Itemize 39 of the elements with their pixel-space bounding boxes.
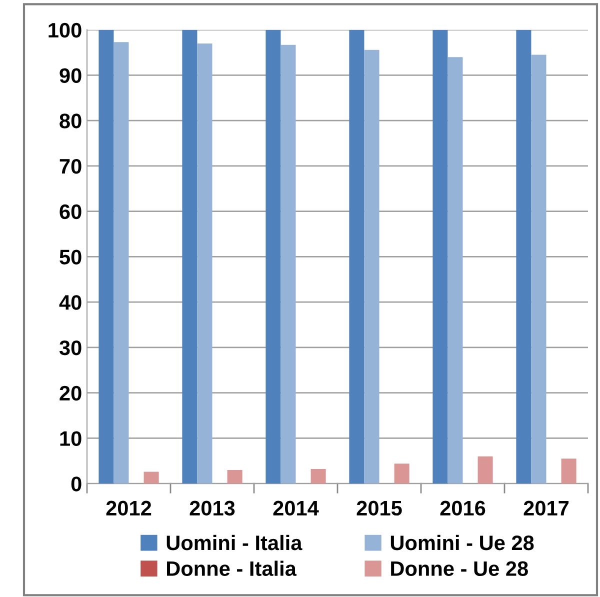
x-tick-label: 2012 [106,500,152,516]
bar [266,30,281,484]
bar [197,43,212,484]
bar [364,50,380,484]
bar [182,30,198,484]
bar [561,458,576,484]
bar [280,44,296,484]
bar [310,469,326,484]
y-tick-label: 80 [60,114,82,128]
y-tick-label: 20 [60,386,82,401]
y-tick-label: 50 [60,250,82,264]
bar [448,57,463,484]
legend-label: Uomini - Italia [166,534,302,550]
y-tick-label: 70 [60,158,82,174]
bar [478,456,493,484]
legend-label: Donne - Italia [167,560,297,576]
y-tick-label: 100 [48,22,82,38]
bar [144,472,159,484]
bar [98,30,114,484]
bar [531,54,546,484]
y-tick-label: 30 [59,340,82,356]
legend-label: Uomini - Ue 28 [390,534,534,550]
y-tick-label: 40 [59,295,82,310]
bar [349,30,364,484]
y-tick-label: 0 [71,476,82,492]
bar [227,470,242,484]
y-tick-label: 10 [60,431,82,446]
x-tick-label: 2015 [356,500,402,516]
bar [394,464,410,484]
x-tick-label: 2017 [524,500,569,516]
x-tick-label: 2013 [190,500,235,516]
y-tick-label: 60 [60,204,82,220]
y-tick-label: 90 [60,68,82,83]
x-tick-label: 2014 [273,500,319,516]
legend-label: Donne - Ue 28 [391,561,528,576]
bar [516,30,532,484]
bar [114,42,129,484]
bar [432,30,448,484]
x-tick-label: 2016 [440,500,486,516]
